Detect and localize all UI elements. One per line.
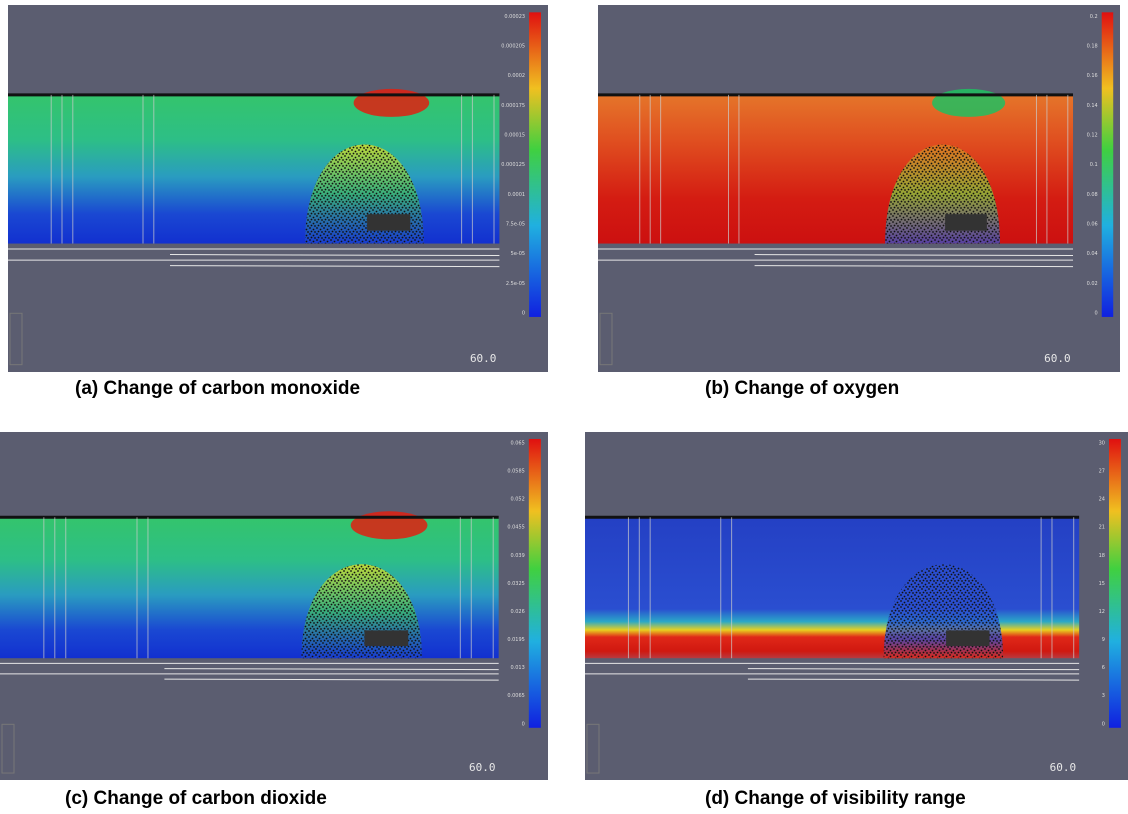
- colorbar-label: 6: [1102, 665, 1105, 671]
- colorbar-label: 0.000125: [501, 162, 525, 168]
- colorbar-label: 0.14: [1087, 103, 1098, 109]
- caption: (b) Change of oxygen: [705, 378, 900, 399]
- simulation-view: 0.00023 0.000205 0.0002 0.000175 0.00015 0.00…: [8, 5, 548, 372]
- colorbar-label: 0.18: [1087, 44, 1098, 50]
- colorbar-label: 0.000205: [501, 44, 525, 50]
- floor-line: [164, 678, 499, 681]
- time-label: 60.0: [1044, 352, 1071, 365]
- axis-widget: [586, 723, 600, 774]
- caption: (a) Change of carbon monoxide: [75, 378, 361, 399]
- colorbar-label: 0.0065: [507, 693, 525, 699]
- colorbar-label: 0: [1102, 721, 1105, 727]
- colorbar-label: 2.5e-05: [506, 281, 525, 287]
- tunnel: [598, 94, 1074, 244]
- plume: [350, 511, 428, 540]
- colorbar-label: 7.5e-05: [506, 221, 525, 227]
- colorbar-label: 0.0002: [508, 73, 526, 79]
- tunnel: [8, 94, 500, 244]
- axis-widget: [1, 723, 15, 774]
- colorbar-label: 0.08: [1087, 192, 1098, 198]
- colorbar-label: 0.013: [510, 665, 524, 671]
- colorbar-label: 0.0195: [507, 637, 525, 643]
- colorbar-label: 0.12: [1087, 132, 1098, 138]
- time-label: 60.0: [469, 761, 496, 774]
- colorbar-label: 0.0325: [507, 581, 525, 587]
- colorbar-label: 0.02: [1087, 281, 1098, 287]
- floor-line: [747, 668, 1080, 671]
- colorbar-label: 0.2: [1090, 14, 1098, 20]
- axis-widget: [599, 312, 613, 366]
- time-label: 60.0: [1050, 761, 1077, 774]
- floor-line: [169, 254, 500, 257]
- tunnel: [0, 517, 499, 659]
- colorbar-label: 0.0001: [508, 192, 526, 198]
- floor-line: [169, 265, 500, 268]
- colorbar: [528, 438, 541, 728]
- colorbar-label: 0.06: [1087, 221, 1098, 227]
- colorbar-label: 0: [522, 310, 525, 316]
- colorbar-label: 0.065: [510, 440, 524, 446]
- caption: (d) Change of visibility range: [705, 788, 966, 809]
- colorbar-label: 0.00023: [504, 14, 525, 20]
- colorbar-label: 15: [1099, 581, 1105, 587]
- floor-line: [747, 678, 1080, 681]
- time-label: 60.0: [470, 352, 497, 365]
- colorbar-label: 9: [1102, 637, 1105, 643]
- colorbar-label: 0: [1095, 310, 1098, 316]
- colorbar: [529, 12, 541, 317]
- simulation-view: 0.065 0.0585 0.052 0.0455 0.039 0.0325 0.026 0.…: [0, 432, 548, 780]
- vehicle: [946, 630, 990, 647]
- floor-line: [754, 254, 1074, 257]
- colorbar-label: 30: [1099, 440, 1105, 446]
- axis-widget: [9, 312, 23, 366]
- floor-line: [754, 265, 1074, 268]
- colorbar-label: 0.1: [1090, 162, 1098, 168]
- plume: [932, 88, 1006, 117]
- vehicle: [364, 630, 409, 647]
- colorbar-label: 12: [1099, 609, 1105, 615]
- tunnel: [585, 517, 1080, 659]
- plume: [353, 88, 430, 117]
- colorbar-label: 24: [1099, 497, 1105, 503]
- simulation-view: 0.2 0.18 0.16 0.14 0.12 0.1 0.08 0.06 0.04 0.02 0 6…: [598, 5, 1120, 372]
- colorbar-label: 0.000175: [501, 103, 525, 109]
- colorbar-label: 21: [1099, 525, 1105, 531]
- colorbar-label: 0: [522, 721, 525, 727]
- colorbar-label: 0.00015: [504, 132, 525, 138]
- colorbar-label: 0.052: [510, 497, 524, 503]
- colorbar-label: 0.026: [510, 609, 524, 615]
- colorbar-label: 18: [1099, 553, 1105, 559]
- colorbar-label: 0.16: [1087, 73, 1098, 79]
- colorbar: [1108, 438, 1121, 728]
- colorbar-label: 27: [1099, 469, 1105, 475]
- colorbar-label: 0.0455: [507, 525, 525, 531]
- caption: (c) Change of carbon dioxide: [65, 788, 327, 809]
- colorbar-label: 5e-05: [511, 251, 525, 257]
- floor-line: [164, 668, 499, 671]
- colorbar-label: 0.04: [1087, 251, 1098, 257]
- colorbar-label: 0.0585: [507, 469, 525, 475]
- colorbar-label: 0.039: [510, 553, 524, 559]
- colorbar-label: 3: [1102, 693, 1105, 699]
- vehicle: [367, 214, 411, 231]
- vehicle: [945, 214, 987, 231]
- colorbar: [1101, 12, 1114, 317]
